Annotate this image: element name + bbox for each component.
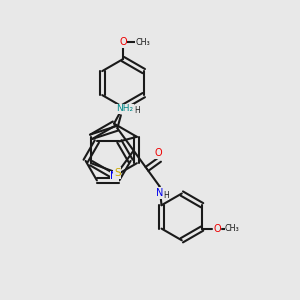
Text: NH₂: NH₂ [116,104,133,113]
Text: O: O [119,37,127,47]
Text: O: O [213,224,221,234]
Text: H: H [163,191,169,200]
Text: S: S [114,168,121,178]
Text: CH₃: CH₃ [225,224,239,233]
Text: N: N [156,188,163,198]
Text: N: N [110,171,118,182]
Text: O: O [155,148,162,158]
Text: H: H [134,106,140,115]
Text: CH₃: CH₃ [135,38,150,47]
